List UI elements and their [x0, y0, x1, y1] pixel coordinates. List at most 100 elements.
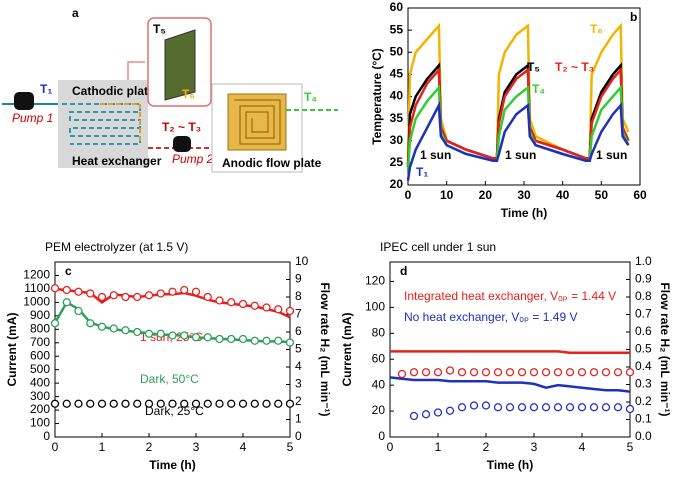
line: [406, 66, 630, 168]
marker: [168, 331, 177, 340]
y-tick-label: 25: [390, 155, 404, 169]
line: [389, 376, 631, 393]
marker: [133, 399, 142, 408]
label: Cathodic plate: [72, 84, 155, 98]
marker: [517, 368, 527, 377]
marker: [97, 399, 107, 408]
label: T₁: [40, 82, 52, 96]
annotation: 1 sun: [596, 148, 627, 162]
y2-tick-label: 5: [295, 342, 302, 356]
label: Anodic flow plate: [222, 156, 322, 170]
marker: [433, 368, 443, 377]
x-tick-label: 0: [387, 440, 394, 454]
marker: [505, 368, 515, 377]
y2-tick-label: 4: [295, 359, 302, 373]
label: T₂ ~ T₃: [162, 120, 201, 134]
y-tick-label: 1000: [23, 295, 50, 309]
y2-tick-label: 0.2: [635, 394, 652, 408]
marker: [625, 404, 635, 414]
marker: [191, 287, 201, 296]
marker: [133, 292, 142, 302]
x-tick-label: 60: [633, 188, 647, 202]
y-axis-label: Current (mA): [340, 312, 354, 386]
y-tick-label: 120: [365, 274, 385, 288]
y2-tick-label: 9: [295, 272, 302, 286]
x-tick-label: 2: [483, 440, 490, 454]
y2-tick-label: 7: [295, 307, 302, 321]
marker: [565, 403, 575, 412]
x-tick-label: 4: [579, 440, 586, 454]
y2-tick-label: 0.1: [635, 412, 652, 426]
marker: [180, 285, 189, 295]
plate-icon: [164, 29, 196, 101]
x-tick-label: 3: [193, 440, 200, 454]
y2-tick-label: 0.9: [635, 272, 652, 286]
y-tick-label: 20: [372, 403, 386, 417]
marker: [203, 333, 212, 342]
marker: [191, 399, 201, 408]
marker: [250, 336, 259, 345]
marker: [493, 368, 503, 377]
y-tick-label: 1100: [24, 281, 50, 295]
y-tick-label: 20: [390, 177, 404, 191]
marker: [238, 399, 248, 408]
marker: [74, 399, 83, 408]
marker: [250, 301, 259, 310]
pump-icon: [14, 92, 34, 110]
y-tick-label: 900: [30, 308, 50, 322]
label: Heat exchanger: [72, 154, 162, 168]
pump-icon: [173, 136, 191, 152]
series-label: T₄: [532, 82, 545, 96]
marker: [144, 291, 154, 300]
y-tick-label: 700: [30, 335, 50, 349]
y-tick-label: 30: [390, 133, 404, 147]
marker: [481, 401, 491, 410]
label: T₅: [153, 22, 166, 36]
chart-title: IPEC cell under 1 sun: [380, 240, 496, 254]
marker: [274, 305, 283, 314]
marker: [215, 399, 224, 408]
marker: [529, 368, 539, 377]
series-label: Dark, 25°C: [145, 404, 204, 418]
annotation: 1 sun: [420, 148, 451, 162]
marker: [601, 368, 611, 377]
marker: [74, 287, 83, 296]
marker: [156, 329, 165, 338]
y-tick-label: 300: [30, 389, 50, 403]
arrow: [127, 61, 145, 80]
marker: [493, 403, 503, 412]
panel-label: c: [65, 264, 72, 278]
marker: [180, 399, 189, 408]
line: [406, 100, 630, 181]
marker: [227, 334, 236, 344]
marker: [409, 411, 419, 421]
marker: [109, 399, 118, 408]
y2-tick-label: 1: [295, 412, 302, 426]
y-tick-label: 0: [43, 429, 50, 443]
y-tick-label: 100: [30, 416, 50, 430]
marker: [215, 296, 224, 305]
y-tick-label: 60: [390, 0, 404, 14]
x-tick-label: 10: [440, 188, 454, 202]
x-tick-label: 4: [240, 440, 247, 454]
marker: [541, 403, 551, 412]
y-tick-label: 40: [372, 377, 386, 391]
y2-axis-label: Flow rate H₂ (mL min⁻¹): [318, 282, 332, 416]
marker: [397, 369, 407, 379]
y-tick-label: 200: [30, 402, 50, 416]
marker: [274, 399, 283, 408]
marker: [156, 289, 165, 298]
y2-tick-label: 0: [295, 429, 302, 443]
marker: [274, 336, 283, 345]
y-tick-label: 100: [365, 300, 385, 314]
marker: [62, 399, 71, 408]
diagram: a T₁ Pump 1 Cathodic plate Heat exchange…: [2, 6, 338, 173]
y-tick-label: 400: [30, 375, 50, 389]
annotation: 1 sun: [505, 148, 536, 162]
y-axis-label: Current (mA): [5, 312, 19, 386]
marker: [625, 368, 635, 377]
x-axis-label: Time (h): [149, 458, 195, 472]
marker: [577, 403, 587, 412]
x-tick-label: 1: [99, 440, 106, 454]
x-tick-label: 0: [52, 440, 59, 454]
